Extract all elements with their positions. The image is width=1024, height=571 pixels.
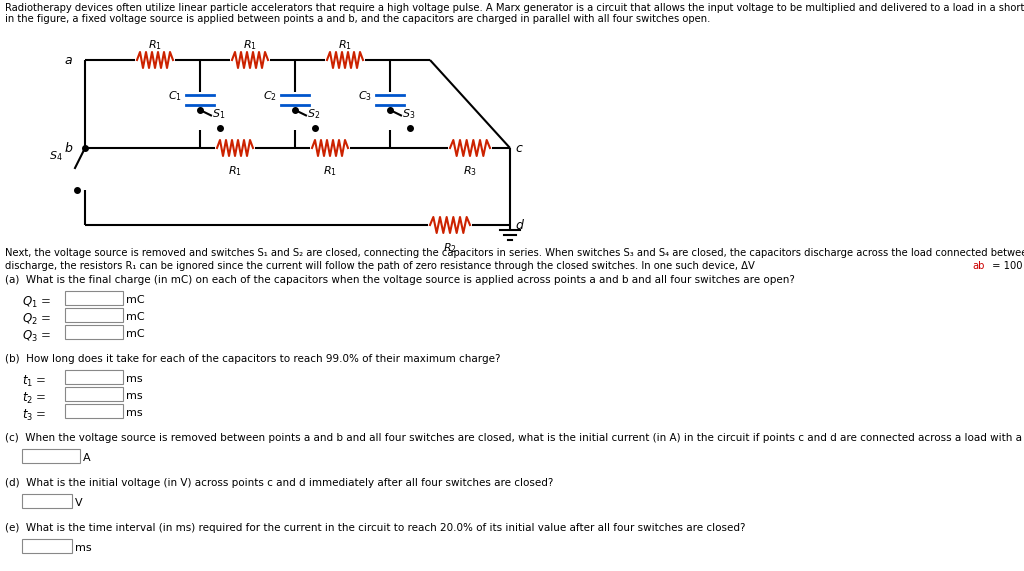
Text: $R_1$: $R_1$ bbox=[228, 164, 242, 178]
Text: $R_1$: $R_1$ bbox=[148, 38, 162, 52]
Text: ms: ms bbox=[75, 543, 91, 553]
Text: $a$: $a$ bbox=[65, 54, 73, 66]
Text: $C_2$: $C_2$ bbox=[263, 89, 278, 103]
Text: discharge, the resistors R₁ can be ignored since the current will follow the pat: discharge, the resistors R₁ can be ignor… bbox=[5, 261, 755, 271]
Text: $t_1$ =: $t_1$ = bbox=[22, 374, 46, 389]
Text: $C_3$: $C_3$ bbox=[358, 89, 372, 103]
Text: Next, the voltage source is removed and switches S₁ and S₂ are closed, connectin: Next, the voltage source is removed and … bbox=[5, 248, 1024, 258]
Text: $R_1$: $R_1$ bbox=[243, 38, 257, 52]
Text: (d)  What is the initial voltage (in V) across points c and d immediately after : (d) What is the initial voltage (in V) a… bbox=[5, 478, 553, 488]
Text: $d$: $d$ bbox=[515, 218, 525, 232]
Text: $S_1$: $S_1$ bbox=[212, 107, 225, 121]
Text: $S_3$: $S_3$ bbox=[402, 107, 416, 121]
Bar bbox=[65, 387, 123, 401]
Bar bbox=[22, 539, 72, 553]
Text: mC: mC bbox=[126, 312, 144, 322]
Bar bbox=[65, 291, 123, 305]
Text: V: V bbox=[75, 498, 83, 508]
Text: $t_2$ =: $t_2$ = bbox=[22, 391, 46, 406]
Text: $S_2$: $S_2$ bbox=[307, 107, 321, 121]
Text: (e)  What is the time interval (in ms) required for the current in the circuit t: (e) What is the time interval (in ms) re… bbox=[5, 523, 745, 533]
Text: $t_3$ =: $t_3$ = bbox=[22, 408, 46, 423]
Text: $R_1$: $R_1$ bbox=[323, 164, 337, 178]
Text: $C_1$: $C_1$ bbox=[168, 89, 182, 103]
Text: $b$: $b$ bbox=[63, 141, 73, 155]
Bar bbox=[65, 404, 123, 418]
Text: Radiotherapy devices often utilize linear particle accelerators that require a h: Radiotherapy devices often utilize linea… bbox=[5, 3, 1024, 13]
Text: A: A bbox=[83, 453, 91, 463]
Bar bbox=[65, 308, 123, 322]
Text: $R_3$: $R_3$ bbox=[463, 164, 477, 178]
Text: $S_4$: $S_4$ bbox=[49, 149, 63, 163]
Text: ab: ab bbox=[973, 261, 985, 271]
Text: $R_2$: $R_2$ bbox=[443, 241, 457, 255]
Text: (b)  How long does it take for each of the capacitors to reach 99.0% of their ma: (b) How long does it take for each of th… bbox=[5, 354, 501, 364]
Bar bbox=[22, 494, 72, 508]
Bar bbox=[65, 370, 123, 384]
Text: in the figure, a fixed voltage source is applied between points a and b, and the: in the figure, a fixed voltage source is… bbox=[5, 14, 711, 24]
Text: mC: mC bbox=[126, 295, 144, 305]
Text: (c)  When the voltage source is removed between points a and b and all four swit: (c) When the voltage source is removed b… bbox=[5, 433, 1024, 443]
Text: = 100 V, C₁ = C₂ = C₃ =: = 100 V, C₁ = C₂ = C₃ = bbox=[988, 261, 1024, 271]
Text: (a)  What is the final charge (in mC) on each of the capacitors when the voltage: (a) What is the final charge (in mC) on … bbox=[5, 275, 795, 285]
Bar bbox=[22, 449, 80, 463]
Text: ms: ms bbox=[126, 374, 142, 384]
Text: ms: ms bbox=[126, 391, 142, 401]
Bar bbox=[65, 325, 123, 339]
Text: $Q_2$ =: $Q_2$ = bbox=[22, 312, 51, 327]
Text: $c$: $c$ bbox=[515, 142, 523, 155]
Text: ms: ms bbox=[126, 408, 142, 418]
Text: mC: mC bbox=[126, 329, 144, 339]
Text: $R_1$: $R_1$ bbox=[338, 38, 352, 52]
Text: $Q_3$ =: $Q_3$ = bbox=[22, 329, 51, 344]
Text: $Q_1$ =: $Q_1$ = bbox=[22, 295, 51, 310]
